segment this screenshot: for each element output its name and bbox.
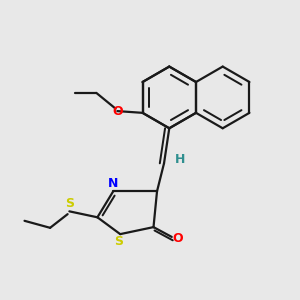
Text: S: S [65,197,74,210]
Text: N: N [108,177,119,190]
Text: H: H [175,153,185,166]
Text: O: O [173,232,183,245]
Text: S: S [114,235,123,248]
Text: O: O [112,105,123,118]
